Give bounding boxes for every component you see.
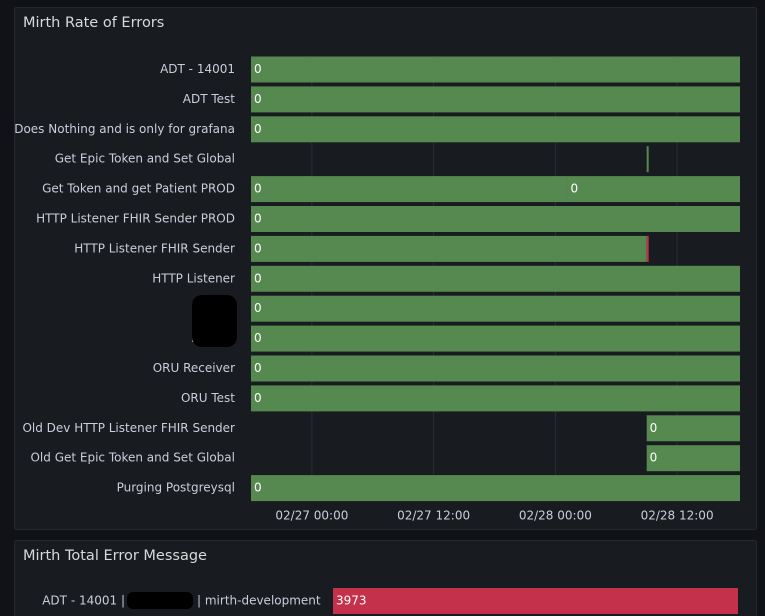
- segment-label: 0: [254, 122, 262, 136]
- segment-label: 0: [650, 451, 658, 465]
- row-label: ADT - 14001: [160, 62, 235, 76]
- state-segment: [646, 146, 649, 173]
- row-label: ADT Test: [183, 92, 236, 106]
- x-tick-label: 02/27 12:00: [397, 509, 470, 523]
- segment-label: 0: [650, 421, 658, 435]
- state-segment: [251, 86, 740, 113]
- row-label: Get Epic Token and Set Global: [55, 152, 235, 166]
- gauge-value: 3973: [336, 594, 367, 608]
- state-segment: [251, 475, 740, 502]
- row-label: ORU Test: [181, 391, 235, 405]
- segment-label: 0: [254, 92, 262, 106]
- row-label: Old Get Epic Token and Set Global: [30, 451, 235, 465]
- row-label: Old Dev HTTP Listener FHIR Sender: [22, 421, 235, 435]
- row-label: HTTP Listener FHIR Sender PROD: [36, 212, 235, 226]
- segment-label: 0: [254, 212, 262, 226]
- segment-label: 0: [254, 182, 262, 196]
- segment-label: 0: [254, 271, 262, 285]
- row-label: Does Nothing and is only for grafana: [14, 122, 235, 136]
- panel-title: Mirth Total Error Message: [23, 548, 207, 564]
- segment-label: 0: [254, 361, 262, 375]
- state-segment: [567, 176, 740, 203]
- state-segment: [251, 355, 740, 382]
- row-label: HTTP Listener FHIR Sender: [74, 241, 235, 255]
- x-tick-label: 02/28 12:00: [641, 509, 714, 523]
- x-tick-label: 02/28 00:00: [519, 509, 592, 523]
- row-label: Purging Postgreysql: [117, 481, 235, 495]
- row-label: ORU Receiver: [153, 361, 235, 375]
- panel-title: Mirth Rate of Errors: [23, 15, 164, 31]
- state-segment: [251, 206, 740, 232]
- state-segment: [646, 445, 740, 472]
- segment-label: 0: [571, 182, 579, 196]
- row-label: Get Token and get Patient PROD: [42, 182, 235, 196]
- state-segment: [646, 235, 649, 262]
- state-segment: [251, 235, 647, 262]
- redaction: [192, 295, 237, 347]
- x-tick-label: 02/27 00:00: [275, 509, 348, 523]
- segment-label: 0: [254, 331, 262, 345]
- state-segment: [251, 56, 740, 83]
- gauge-label: | mirth-development: [197, 594, 321, 608]
- state-segment: [251, 176, 568, 203]
- state-segment: [251, 116, 740, 143]
- gauge-label: ADT - 14001 |: [42, 594, 125, 608]
- segment-label: 0: [254, 241, 262, 255]
- row-label: HTTP Listener: [152, 271, 235, 285]
- segment-label: 0: [254, 62, 262, 76]
- state-segment: [646, 415, 740, 442]
- state-segment: [251, 325, 740, 352]
- segment-label: 0: [254, 481, 262, 495]
- segment-label: 0: [254, 301, 262, 315]
- state-segment: [251, 385, 740, 412]
- state-segment: [251, 295, 740, 322]
- state-segment: [251, 265, 740, 292]
- redaction: [127, 592, 193, 609]
- gauge-bar: [333, 588, 738, 614]
- segment-label: 0: [254, 391, 262, 405]
